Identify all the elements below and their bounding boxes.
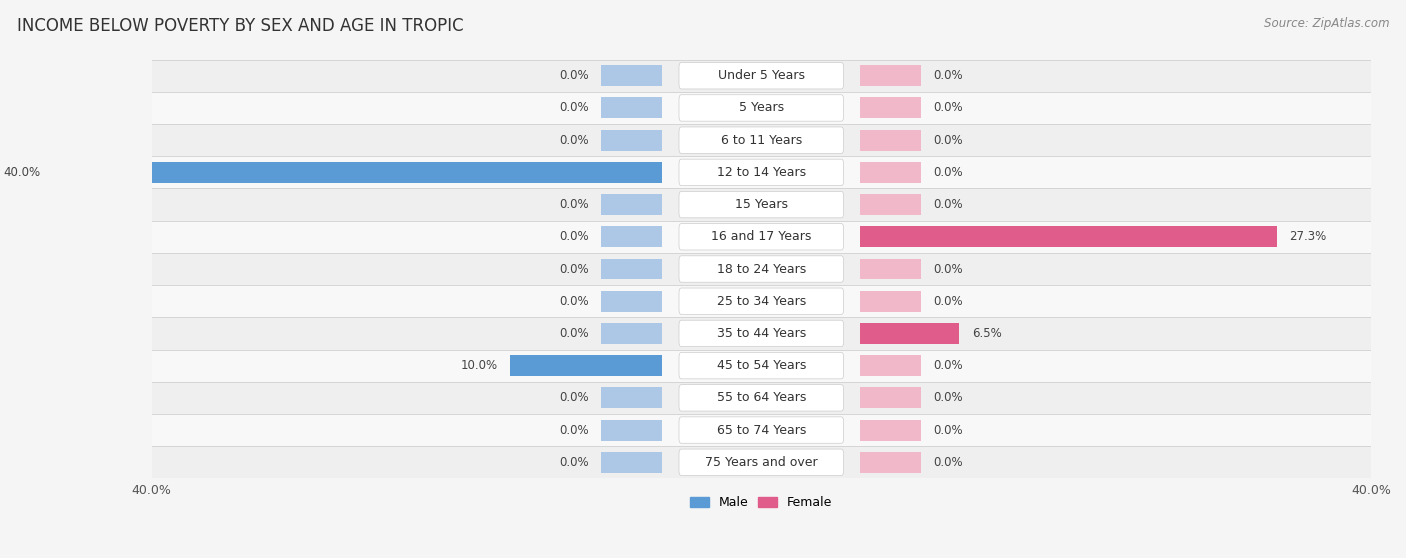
Text: 0.0%: 0.0% bbox=[934, 102, 963, 114]
Bar bbox=[152, 318, 1371, 349]
Bar bbox=[860, 258, 921, 280]
Text: 0.0%: 0.0% bbox=[934, 262, 963, 276]
Bar bbox=[602, 420, 662, 440]
Bar bbox=[860, 65, 921, 86]
Text: 0.0%: 0.0% bbox=[560, 391, 589, 405]
FancyBboxPatch shape bbox=[679, 62, 844, 89]
Text: 0.0%: 0.0% bbox=[560, 102, 589, 114]
FancyBboxPatch shape bbox=[679, 320, 844, 347]
Bar bbox=[152, 382, 1371, 414]
Bar bbox=[152, 285, 1371, 318]
FancyBboxPatch shape bbox=[679, 256, 844, 282]
Text: Under 5 Years: Under 5 Years bbox=[718, 69, 804, 82]
Text: 6 to 11 Years: 6 to 11 Years bbox=[721, 134, 801, 147]
Text: 65 to 74 Years: 65 to 74 Years bbox=[717, 424, 806, 436]
Bar bbox=[860, 162, 921, 183]
Bar bbox=[602, 194, 662, 215]
Text: 0.0%: 0.0% bbox=[934, 424, 963, 436]
Text: 6.5%: 6.5% bbox=[972, 327, 1001, 340]
Bar bbox=[860, 227, 1277, 247]
Legend: Male, Female: Male, Female bbox=[685, 491, 838, 514]
Text: 0.0%: 0.0% bbox=[934, 166, 963, 179]
Text: 15 Years: 15 Years bbox=[735, 198, 787, 211]
Bar bbox=[860, 194, 921, 215]
FancyBboxPatch shape bbox=[679, 127, 844, 153]
Bar bbox=[860, 291, 921, 312]
Text: 55 to 64 Years: 55 to 64 Years bbox=[717, 391, 806, 405]
Text: 5 Years: 5 Years bbox=[738, 102, 785, 114]
Bar bbox=[152, 92, 1371, 124]
Text: 12 to 14 Years: 12 to 14 Years bbox=[717, 166, 806, 179]
Bar bbox=[602, 323, 662, 344]
FancyBboxPatch shape bbox=[679, 384, 844, 411]
Bar bbox=[152, 253, 1371, 285]
FancyBboxPatch shape bbox=[679, 449, 844, 475]
Bar bbox=[602, 65, 662, 86]
Bar bbox=[860, 323, 959, 344]
Text: 27.3%: 27.3% bbox=[1289, 230, 1326, 243]
Text: 10.0%: 10.0% bbox=[461, 359, 498, 372]
Text: 0.0%: 0.0% bbox=[934, 198, 963, 211]
Text: 0.0%: 0.0% bbox=[560, 456, 589, 469]
Bar bbox=[602, 98, 662, 118]
Text: 0.0%: 0.0% bbox=[934, 295, 963, 307]
Bar bbox=[510, 355, 662, 376]
Text: 0.0%: 0.0% bbox=[934, 69, 963, 82]
Bar bbox=[152, 156, 1371, 189]
FancyBboxPatch shape bbox=[679, 191, 844, 218]
FancyBboxPatch shape bbox=[679, 288, 844, 314]
Text: 0.0%: 0.0% bbox=[560, 424, 589, 436]
Bar bbox=[602, 129, 662, 151]
Text: INCOME BELOW POVERTY BY SEX AND AGE IN TROPIC: INCOME BELOW POVERTY BY SEX AND AGE IN T… bbox=[17, 17, 464, 35]
Bar bbox=[152, 446, 1371, 478]
Text: 0.0%: 0.0% bbox=[934, 391, 963, 405]
Text: 75 Years and over: 75 Years and over bbox=[704, 456, 818, 469]
Text: 0.0%: 0.0% bbox=[560, 198, 589, 211]
Text: 0.0%: 0.0% bbox=[934, 359, 963, 372]
FancyBboxPatch shape bbox=[679, 417, 844, 443]
Bar bbox=[860, 452, 921, 473]
Text: 0.0%: 0.0% bbox=[560, 230, 589, 243]
Bar bbox=[152, 189, 1371, 221]
Text: Source: ZipAtlas.com: Source: ZipAtlas.com bbox=[1264, 17, 1389, 30]
FancyBboxPatch shape bbox=[679, 95, 844, 121]
Text: 0.0%: 0.0% bbox=[934, 456, 963, 469]
Text: 35 to 44 Years: 35 to 44 Years bbox=[717, 327, 806, 340]
Text: 45 to 54 Years: 45 to 54 Years bbox=[717, 359, 806, 372]
Bar bbox=[602, 258, 662, 280]
Bar bbox=[602, 291, 662, 312]
Bar bbox=[152, 124, 1371, 156]
FancyBboxPatch shape bbox=[679, 159, 844, 186]
Bar bbox=[152, 414, 1371, 446]
Bar bbox=[860, 387, 921, 408]
Text: 16 and 17 Years: 16 and 17 Years bbox=[711, 230, 811, 243]
Text: 0.0%: 0.0% bbox=[560, 295, 589, 307]
Bar bbox=[860, 355, 921, 376]
FancyBboxPatch shape bbox=[679, 224, 844, 250]
Text: 0.0%: 0.0% bbox=[560, 134, 589, 147]
Text: 40.0%: 40.0% bbox=[3, 166, 41, 179]
Bar bbox=[152, 60, 1371, 92]
Bar bbox=[860, 420, 921, 440]
Bar bbox=[860, 129, 921, 151]
Bar bbox=[602, 452, 662, 473]
Text: 25 to 34 Years: 25 to 34 Years bbox=[717, 295, 806, 307]
Text: 0.0%: 0.0% bbox=[560, 69, 589, 82]
Bar bbox=[602, 227, 662, 247]
Text: 18 to 24 Years: 18 to 24 Years bbox=[717, 262, 806, 276]
FancyBboxPatch shape bbox=[679, 353, 844, 379]
Bar bbox=[52, 162, 662, 183]
Bar bbox=[860, 98, 921, 118]
Text: 0.0%: 0.0% bbox=[934, 134, 963, 147]
Text: 0.0%: 0.0% bbox=[560, 262, 589, 276]
Bar bbox=[152, 349, 1371, 382]
Text: 0.0%: 0.0% bbox=[560, 327, 589, 340]
Bar bbox=[152, 221, 1371, 253]
Bar bbox=[602, 387, 662, 408]
